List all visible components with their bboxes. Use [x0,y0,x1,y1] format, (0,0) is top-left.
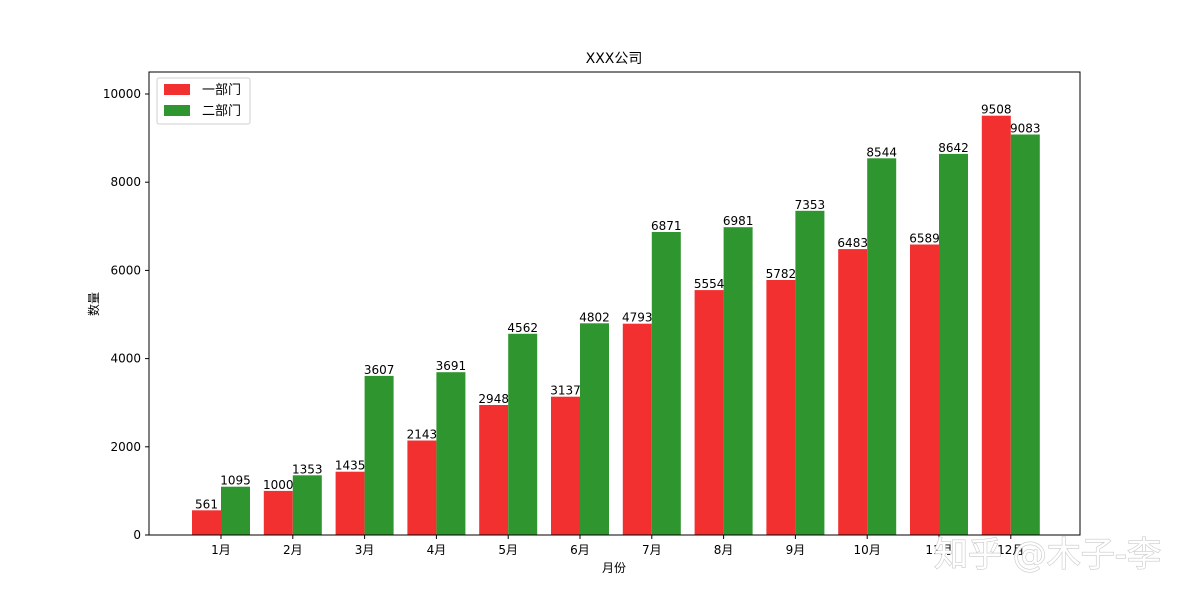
legend-swatch-dept1 [164,84,190,95]
bar-dept2-6 [580,323,609,535]
bar-dept1-8 [694,290,724,535]
bar-dept1-5 [479,405,509,535]
bar-dept2-4 [436,372,466,535]
bar-dept1-9 [766,280,796,535]
bar-dept2-12 [1010,134,1040,535]
x-tick-label: 7月 [642,543,662,557]
plot-frame [148,71,1081,536]
y-tick-label: 4000 [110,352,141,366]
data-label-dept2-11: 8642 [938,141,969,155]
data-label-dept1-9: 5782 [766,267,797,281]
x-axis-title: 月份 [602,561,626,575]
data-label-dept2-1: 1095 [220,474,251,488]
legend: 一部门 二部门 [156,77,251,125]
data-label-dept2-3: 3607 [364,363,395,377]
bar-dept1-3 [335,471,365,535]
chart-title: XXX公司 [586,51,643,67]
x-tick-label: 12月 [997,543,1024,557]
x-tick-label: 5月 [498,543,518,557]
bar-dept1-1 [192,510,221,535]
data-label-dept2-9: 7353 [795,198,826,212]
data-label-dept1-10: 6483 [837,236,868,250]
y-tick-label: 8000 [110,175,141,189]
bar-dept2-9 [795,210,825,536]
bar-dept1-6 [551,396,580,535]
x-tick-label: 8月 [714,543,734,557]
data-label-dept2-8: 6981 [723,214,754,228]
x-tick-label: 6月 [570,543,590,557]
x-tick-label: 11月 [925,543,952,557]
data-label-dept1-7: 4793 [622,311,653,325]
bars-layer [192,115,1040,536]
bar-dept1-2 [263,490,293,535]
legend-label-dept1: 一部门 [202,83,241,98]
x-axis: 1月 2月 3月 4月 5月 6月 7月 8月 9月 10月 11月 12月 [211,535,1024,557]
bar-dept2-11 [939,153,968,535]
x-tick-label: 2月 [283,543,303,557]
bar-dept2-5 [508,333,538,535]
y-tick-label: 6000 [110,263,141,277]
data-label-dept1-8: 5554 [694,277,725,291]
bar-dept1-11 [910,244,939,535]
y-tick-label: 2000 [110,440,141,454]
x-tick-label: 4月 [427,543,447,557]
bar-dept2-2 [292,475,322,535]
data-label-dept2-5: 4562 [507,321,538,335]
data-label-dept1-12: 9508 [981,103,1012,117]
data-label-dept2-7: 6871 [651,219,682,233]
legend-swatch-dept2 [164,105,190,116]
y-axis: 0 2000 4000 6000 8000 10000 [103,87,149,542]
y-tick-label: 10000 [103,87,141,101]
data-label-dept2-10: 8544 [866,145,897,159]
data-label-dept1-5: 2948 [478,392,509,406]
data-label-dept2-12: 9083 [1010,122,1041,136]
legend-label-dept2: 二部门 [202,104,241,119]
bar-dept2-8 [723,227,753,535]
x-tick-label: 1月 [211,543,231,557]
bar-dept1-4 [407,440,437,535]
data-label-dept2-4: 3691 [436,359,467,373]
x-tick-label: 3月 [355,543,375,557]
bar-dept2-1 [221,486,250,535]
data-label-dept1-6: 3137 [550,384,581,398]
bar-dept2-3 [364,375,394,535]
x-tick-label: 10月 [854,543,881,557]
bar-dept1-7 [622,323,652,535]
y-axis-title: 数量 [86,292,101,316]
x-tick-label: 9月 [786,543,806,557]
data-label-dept2-6: 4802 [579,310,610,324]
data-label-dept1-4: 2143 [407,428,438,442]
data-label-dept1-1: 561 [195,497,218,511]
bar-dept1-10 [838,249,868,535]
bar-dept1-12 [981,115,1011,535]
data-label-dept1-3: 1435 [335,459,366,473]
data-label-dept1-11: 6589 [909,232,940,246]
data-label-dept1-2: 1000 [263,478,294,492]
y-tick-label: 0 [133,528,141,542]
data-label-dept2-2: 1353 [292,462,323,476]
watermark-text: 知乎 @木子-李 [934,535,1161,575]
bar-dept2-10 [867,158,897,536]
bar-dept2-7 [651,232,681,535]
